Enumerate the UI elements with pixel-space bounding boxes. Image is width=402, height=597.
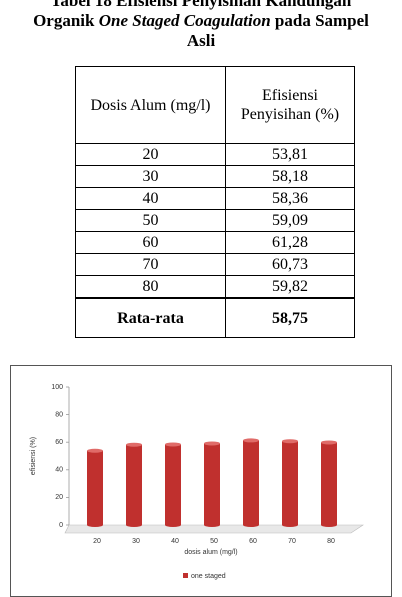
data-table: Dosis Alum (mg/l) Efisiensi Penyisihan (… [75, 66, 355, 338]
table-row: 40 58,36 [75, 187, 355, 210]
x-tick-label: 40 [171, 538, 179, 545]
bar [282, 441, 298, 525]
header-row: Dosis Alum (mg/l) Efisiensi Penyisihan (… [75, 66, 355, 144]
table-cell: 59,82 [225, 275, 355, 299]
y-tick-label: 20 [55, 494, 63, 501]
x-tick-label: 60 [249, 538, 257, 545]
title-text: Tabel 18 Efisiensi Penyisihan Kandungan [50, 0, 352, 10]
table-row: 80 59,82 [75, 275, 355, 299]
title-text: Organik [33, 11, 95, 30]
y-axis-label: efisiensi (%) [30, 437, 37, 475]
bar [165, 444, 181, 525]
legend-label: one staged [191, 573, 226, 580]
footer-cell: 58,75 [225, 297, 355, 338]
x-axis-label: dosis alum (mg/l) [184, 549, 237, 556]
header-cell: Dosis Alum (mg/l) [75, 66, 226, 144]
x-tick-label: 80 [327, 538, 335, 545]
chart: 0 20 40 60 80 100 20 30 40 50 60 70 80 dosis alum (mg… [10, 365, 392, 597]
bar-base [243, 523, 259, 527]
table-row: 60 61,28 [75, 231, 355, 254]
table-cell: 20 [75, 143, 226, 166]
table-cell: 61,28 [225, 231, 355, 254]
header-text: Efisiensi Penyisihan (%) [240, 87, 340, 123]
table-cell: 70 [75, 253, 226, 276]
bar-base [165, 523, 181, 527]
table-cell: 50 [75, 209, 226, 232]
bar [321, 442, 337, 525]
bar [243, 440, 259, 525]
table-cell: 58,36 [225, 187, 355, 210]
table-cell: 30 [75, 165, 226, 188]
bar-cap [87, 448, 103, 453]
y-tick-label: 100 [51, 384, 63, 391]
x-tick-label: 50 [210, 538, 218, 545]
bar-cap [282, 439, 298, 444]
bar [87, 450, 103, 525]
title-text: Asli [186, 31, 216, 50]
bar [126, 444, 142, 525]
bar-cap [126, 442, 142, 447]
x-tick-label: 30 [132, 538, 140, 545]
bar-base [126, 523, 142, 527]
table-cell: 58,18 [225, 165, 355, 188]
title-text: pada Sampel [274, 11, 369, 30]
y-tick-label: 0 [59, 522, 63, 529]
y-tick-label: 60 [55, 439, 63, 446]
table-row: 50 59,09 [75, 209, 355, 232]
table-cell: 53,81 [225, 143, 355, 166]
y-tick-label: 80 [55, 411, 63, 418]
bar-base [321, 523, 337, 527]
floor [64, 524, 364, 534]
table-row: 30 58,18 [75, 165, 355, 188]
footer-cell: Rata-rata [75, 297, 226, 338]
y-tick-label: 40 [55, 467, 63, 474]
table-cell: 59,09 [225, 209, 355, 232]
table-cell: 60,73 [225, 253, 355, 276]
footer-row: Rata-rata 58,75 [75, 297, 355, 338]
x-tick-label: 20 [93, 538, 101, 545]
table-cell: 40 [75, 187, 226, 210]
bar-base [204, 523, 220, 527]
legend-swatch [183, 573, 188, 578]
bar-base [282, 523, 298, 527]
bar [204, 443, 220, 525]
bar-cap [321, 440, 337, 445]
title-text: One Staged Coagulation [98, 11, 271, 30]
x-tick-label: 70 [288, 538, 296, 545]
table-cell: 60 [75, 231, 226, 254]
table-row: 70 60,73 [75, 253, 355, 276]
bar-base [87, 523, 103, 527]
bar-cap [165, 442, 181, 447]
document-title: Tabel 18 Efisiensi Penyisihan Kandungan … [0, 0, 402, 51]
bar-cap [204, 441, 220, 446]
table-cell: 80 [75, 275, 226, 299]
header-cell: Efisiensi Penyisihan (%) [225, 66, 355, 144]
bar-cap [243, 438, 259, 443]
table-row: 20 53,81 [75, 143, 355, 166]
